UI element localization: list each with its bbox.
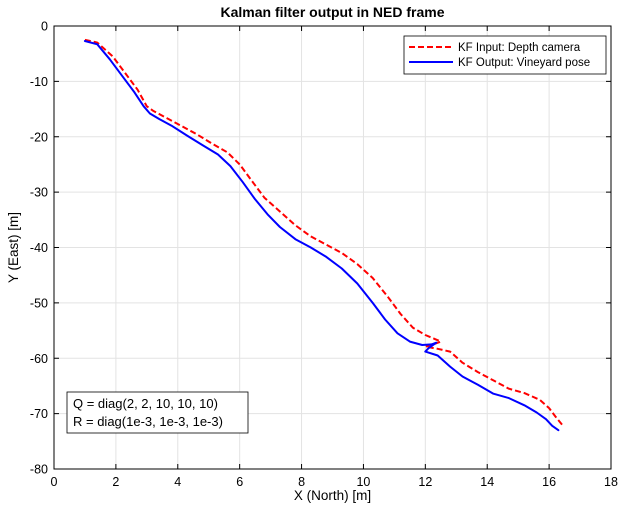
plot-series xyxy=(83,38,564,432)
annotation-box xyxy=(66,391,249,434)
chart-title: Kalman filter output in NED frame xyxy=(220,4,444,20)
legend-label-vineyard-pose: KF Output: Vineyard pose xyxy=(458,57,590,69)
x-tick-label: 14 xyxy=(480,475,494,489)
y-tick-label: 0 xyxy=(41,20,48,34)
x-tick-label: 2 xyxy=(112,475,119,489)
annotation-r-text: R = diag(1e-3, 1e-3, 1e-3) xyxy=(73,414,223,429)
parameter-annotation: Q = diag(2, 2, 10, 10, 10) R = diag(1e-3… xyxy=(66,391,249,434)
y-tick-label: -40 xyxy=(30,241,48,255)
x-tick-label: 4 xyxy=(174,475,181,489)
x-tick-label: 10 xyxy=(356,475,370,489)
x-tick-label: 18 xyxy=(604,475,618,489)
legend-label-depth-camera: KF Input: Depth camera xyxy=(458,42,581,54)
y-tick-label: -80 xyxy=(30,463,48,477)
y-tick-label: -60 xyxy=(30,352,48,366)
y-tick-label: -50 xyxy=(30,296,48,310)
y-tick-label: -30 xyxy=(30,186,48,200)
y-tick-label: -10 xyxy=(30,75,48,89)
x-tick-label: 12 xyxy=(418,475,432,489)
x-axis-label: X (North) [m] xyxy=(294,488,371,503)
y-tick-label: -20 xyxy=(30,130,48,144)
x-tick-label: 16 xyxy=(542,475,556,489)
x-tick-label: 6 xyxy=(236,475,243,489)
legend-box xyxy=(403,35,607,75)
legend: KF Input: Depth camera KF Output: Vineya… xyxy=(403,35,607,75)
y-axis-label: Y (East) [m] xyxy=(6,212,21,283)
annotation-q-text: Q = diag(2, 2, 10, 10, 10) xyxy=(73,396,218,411)
y-tick-label: -70 xyxy=(30,407,48,421)
series-line-depth-camera xyxy=(84,38,564,427)
x-tick-label: 8 xyxy=(298,475,305,489)
series-line-vineyard-pose xyxy=(83,40,560,432)
axis-ticks: 0 2 4 6 8 10 12 14 16 18 0 -10 -20 -30 -40 -50 -60 -70 -80 xyxy=(30,20,618,490)
x-tick-label: 0 xyxy=(51,475,58,489)
